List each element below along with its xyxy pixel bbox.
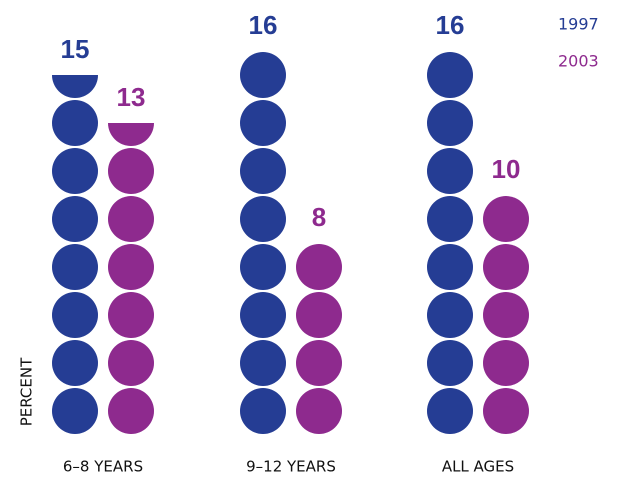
unit-circle bbox=[240, 100, 286, 146]
unit-circle bbox=[427, 244, 473, 290]
pictogram-bar bbox=[483, 196, 529, 434]
unit-circle bbox=[483, 196, 529, 242]
unit-circle bbox=[240, 340, 286, 386]
unit-circle bbox=[427, 100, 473, 146]
unit-circle bbox=[52, 388, 98, 434]
unit-circle bbox=[52, 244, 98, 290]
legend-label: 2003 bbox=[558, 52, 599, 71]
value-label: 8 bbox=[312, 202, 326, 232]
pictogram-bar bbox=[52, 75, 98, 434]
pictogram-bar bbox=[427, 52, 473, 434]
value-label: 15 bbox=[61, 34, 90, 64]
unit-circle bbox=[108, 148, 154, 194]
unit-circle bbox=[296, 292, 342, 338]
pictogram-bar bbox=[240, 52, 286, 434]
unit-circle bbox=[483, 340, 529, 386]
unit-circle bbox=[240, 388, 286, 434]
unit-circle bbox=[240, 148, 286, 194]
unit-circle bbox=[52, 292, 98, 338]
value-label: 10 bbox=[492, 154, 521, 184]
unit-circle bbox=[483, 244, 529, 290]
unit-circle bbox=[296, 388, 342, 434]
unit-circle bbox=[427, 340, 473, 386]
unit-circle bbox=[52, 340, 98, 386]
unit-circle bbox=[240, 196, 286, 242]
unit-circle bbox=[483, 292, 529, 338]
unit-circle bbox=[108, 292, 154, 338]
unit-circle bbox=[296, 244, 342, 290]
y-axis-label: PERCENT bbox=[18, 357, 36, 426]
unit-circle bbox=[52, 196, 98, 242]
x-tick-label: 6–8 YEARS bbox=[63, 458, 143, 476]
unit-circle bbox=[108, 388, 154, 434]
unit-circle bbox=[427, 292, 473, 338]
unit-circle bbox=[427, 52, 473, 98]
value-label: 16 bbox=[249, 10, 278, 40]
unit-circle bbox=[108, 123, 154, 146]
unit-circle bbox=[52, 148, 98, 194]
unit-circle bbox=[427, 388, 473, 434]
value-label: 13 bbox=[117, 82, 146, 112]
pictogram-bar bbox=[108, 123, 154, 434]
x-tick-label: 9–12 YEARS bbox=[246, 458, 336, 476]
unit-circle bbox=[52, 75, 98, 98]
x-tick-label: ALL AGES bbox=[442, 458, 514, 476]
unit-circle bbox=[240, 244, 286, 290]
value-label: 16 bbox=[436, 10, 465, 40]
unit-circle bbox=[296, 340, 342, 386]
unit-circle bbox=[108, 244, 154, 290]
unit-circle bbox=[240, 52, 286, 98]
unit-circle bbox=[483, 388, 529, 434]
unit-circle bbox=[52, 100, 98, 146]
unit-circle bbox=[427, 196, 473, 242]
pictogram-bar bbox=[296, 244, 342, 434]
legend-label: 1997 bbox=[558, 15, 599, 34]
unit-circle bbox=[240, 292, 286, 338]
unit-circle bbox=[108, 196, 154, 242]
unit-circle bbox=[427, 148, 473, 194]
unit-circle bbox=[108, 340, 154, 386]
